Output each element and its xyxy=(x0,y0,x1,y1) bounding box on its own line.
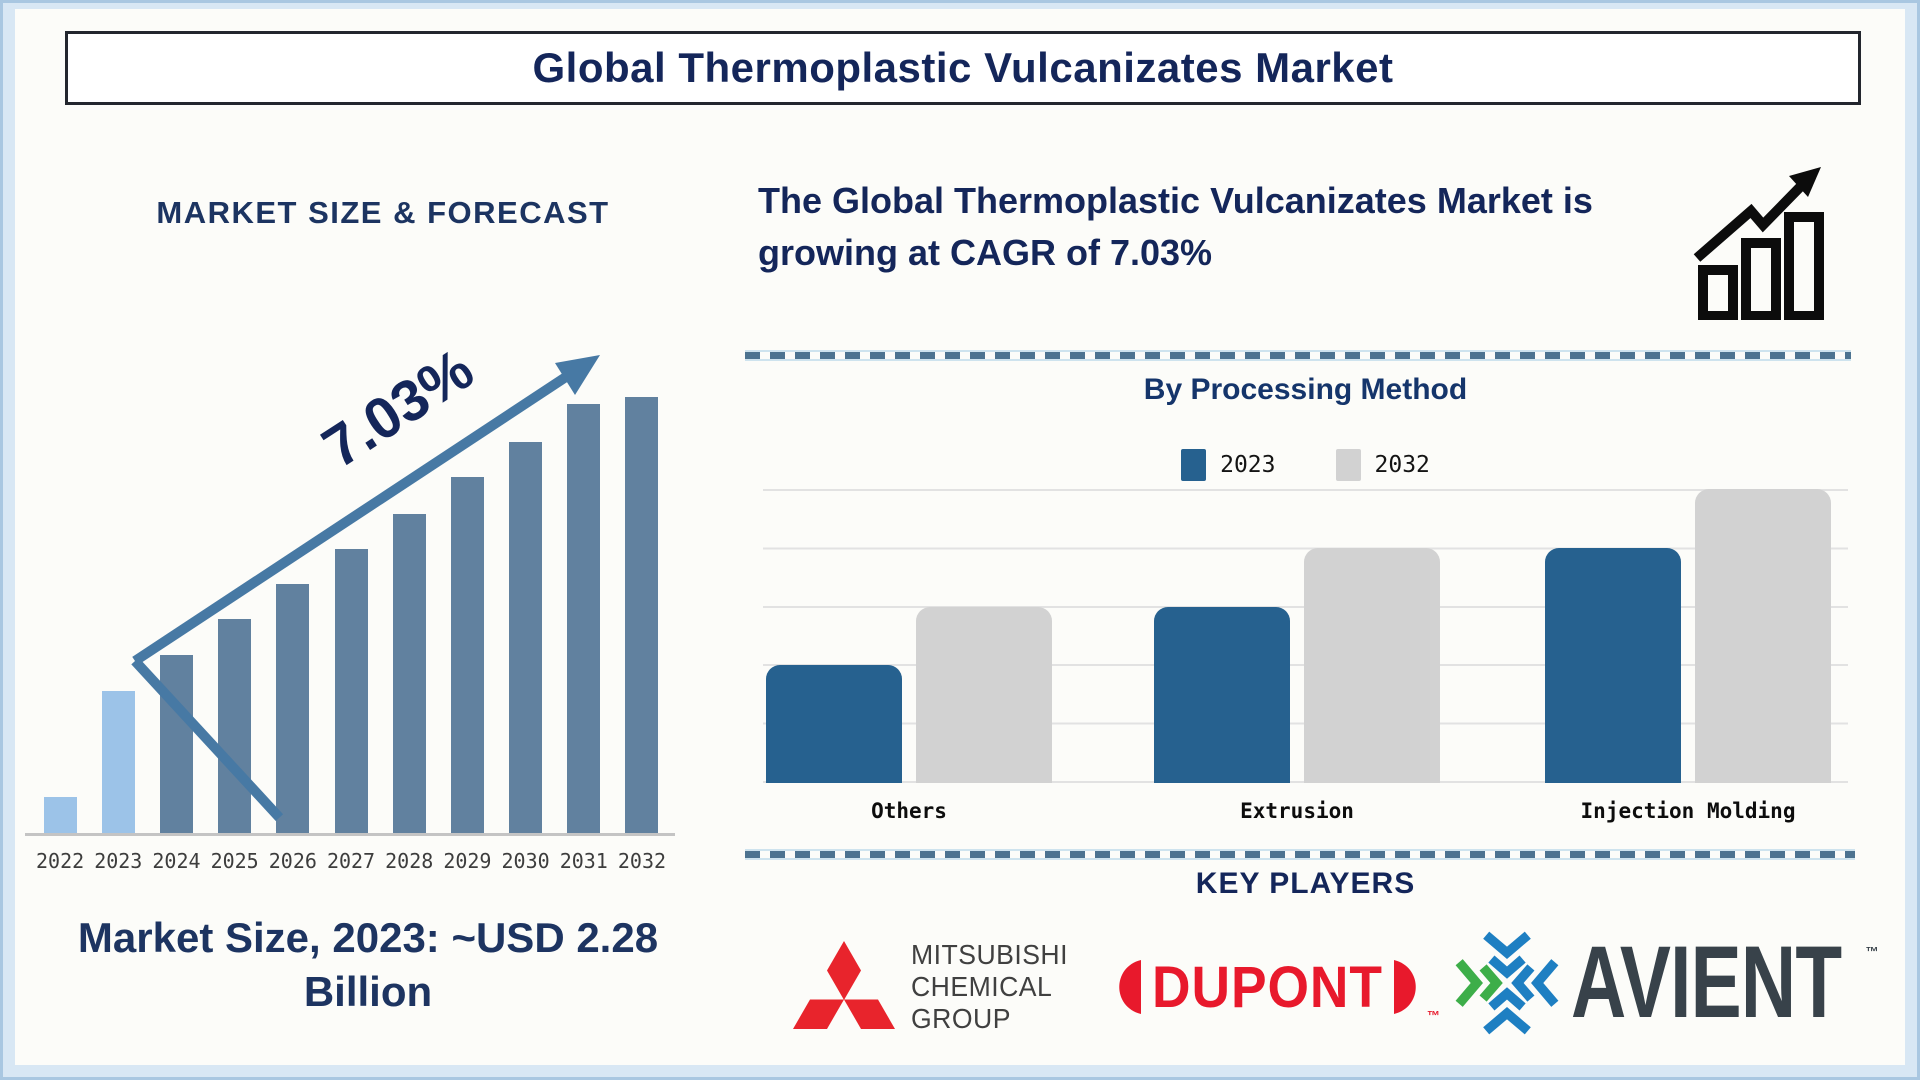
legend-swatch-2032 xyxy=(1335,449,1361,481)
market-bar-column xyxy=(89,397,147,833)
year-label-2024: 2024 xyxy=(152,849,201,873)
title-box: Global Thermoplastic Vulcanizates Market xyxy=(65,31,1861,105)
market-bar-column xyxy=(31,397,89,833)
method-chart-title: By Processing Method xyxy=(1143,373,1468,406)
year-label-2026: 2026 xyxy=(268,849,317,873)
year-label-2030: 2030 xyxy=(501,849,550,873)
market-bar-2027 xyxy=(334,549,368,833)
year-label-2023: 2023 xyxy=(94,849,143,873)
avient-logo: AVIENT ™ xyxy=(1455,931,1920,1035)
market-bar-2031 xyxy=(567,404,601,833)
method-bar-injection-molding-2023 xyxy=(1545,548,1681,783)
method-category-label: Injection Molding xyxy=(1580,799,1796,823)
method-category-label: Extrusion xyxy=(1240,799,1354,823)
dupont-oval-left-icon xyxy=(1119,960,1141,1014)
mitsubishi-three-diamonds-icon xyxy=(793,941,895,1029)
page-title: Global Thermoplastic Vulcanizates Market xyxy=(532,44,1394,91)
market-bar-2030 xyxy=(509,442,543,833)
market-bar-column xyxy=(555,397,613,833)
market-bar-column xyxy=(497,397,555,833)
dupont-logo: DUPONT ™ xyxy=(1108,941,1440,1033)
legend-label-2023: 2023 xyxy=(1220,452,1276,478)
legend-item-2023: 2023 xyxy=(1181,449,1276,481)
market-bar-column xyxy=(438,397,496,833)
market-axis-line xyxy=(25,833,675,836)
dupont-trademark: ™ xyxy=(1426,1008,1440,1023)
market-bar-column xyxy=(613,397,671,833)
year-label-2032: 2032 xyxy=(617,849,667,873)
method-plot: Others Extrusion Injection Molding xyxy=(763,489,1848,823)
method-category-label: Others xyxy=(871,799,947,823)
market-bar-2024 xyxy=(159,655,193,833)
avient-chevron-icon xyxy=(1455,931,1559,1035)
market-bar-2023 xyxy=(101,691,135,833)
market-bar-2025 xyxy=(218,619,252,833)
method-bar-others-2023 xyxy=(766,665,902,783)
dupont-logo-text: DUPONT xyxy=(1152,954,1383,1020)
mitsubishi-line1: MITSUBISHI xyxy=(911,939,1068,970)
legend-item-2032: 2032 xyxy=(1335,449,1430,481)
year-label-2031: 2031 xyxy=(559,849,608,873)
year-label-2022: 2022 xyxy=(36,849,85,873)
market-size-forecast-title: MARKET SIZE & FORECAST xyxy=(156,195,610,230)
market-bar-2026 xyxy=(276,584,310,833)
dupont-oval-right-icon xyxy=(1393,960,1416,1014)
avient-logo-text: AVIENT xyxy=(1571,925,1842,1040)
dashed-separator-top xyxy=(745,352,1851,359)
legend-swatch-2023 xyxy=(1181,449,1207,481)
avient-trademark: ™ xyxy=(1865,943,1879,959)
market-bar-2032 xyxy=(625,397,659,833)
method-bar-extrusion-2023 xyxy=(1154,607,1290,783)
method-bar-injection-molding-2032 xyxy=(1695,489,1831,783)
dashed-separator-bottom xyxy=(745,851,1855,858)
year-label-2025: 2025 xyxy=(210,849,259,873)
bar-chart-growth-icon xyxy=(1693,167,1824,320)
legend-label-2032: 2032 xyxy=(1374,452,1430,478)
year-label-2029: 2029 xyxy=(443,849,492,873)
mitsubishi-line2: CHEMICAL xyxy=(911,970,1053,1002)
market-bar-2029 xyxy=(450,477,484,833)
mitsubishi-logo-text: MITSUBISHI CHEMICAL GROUP xyxy=(911,939,1068,1035)
key-players-title: KEY PLAYERS xyxy=(1195,867,1416,900)
mitsubishi-line3: GROUP xyxy=(911,1002,1011,1034)
headline: The Global Thermoplastic Vulcanizates Ma… xyxy=(758,180,1593,274)
method-bar-extrusion-2032 xyxy=(1304,548,1440,783)
market-bar-column xyxy=(380,397,438,833)
market-size-note: Market Size, 2023: ~USD 2.28 Billion xyxy=(77,914,659,1015)
market-bar-2022 xyxy=(43,797,77,833)
method-legend: 2023 2032 xyxy=(763,449,1848,481)
market-bar-column xyxy=(147,397,205,833)
market-bar-2028 xyxy=(392,514,426,833)
market-year-labels: 2022 2023 2024 2025 2026 2027 2028 2029 2030 2031… xyxy=(31,849,671,873)
year-label-2027: 2027 xyxy=(326,849,376,873)
year-label-2028: 2028 xyxy=(385,849,434,873)
method-bar-others-2032 xyxy=(916,607,1052,783)
